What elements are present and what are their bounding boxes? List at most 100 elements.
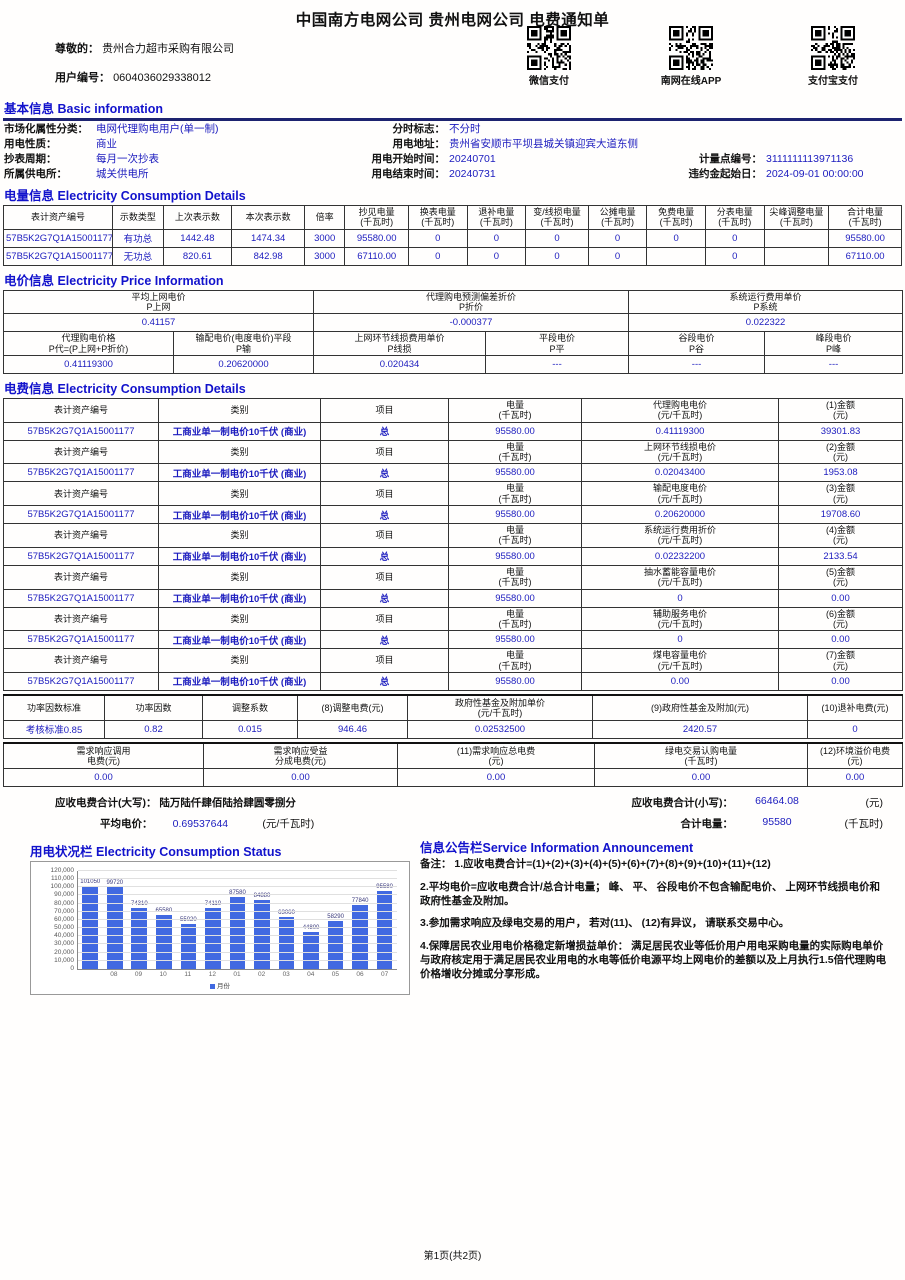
data-cell: 0.022322 (628, 313, 904, 333)
column-header: 需求响应受益 分成电费(元) (203, 742, 398, 769)
basic-info-field: 用电性质： 商业 (4, 138, 117, 150)
data-cell: 0.82 (104, 719, 203, 739)
data-cell: 考核标准0.85 (3, 719, 105, 739)
x-tick-label: 12 (208, 970, 216, 978)
customer-name: 贵州合力超市采购有限公司 (102, 43, 235, 55)
bar-slot: 99720 (103, 871, 128, 969)
y-tick-label: 10,000 (54, 956, 74, 964)
column-header: 项目 (320, 439, 449, 465)
meter-table: 表计资产编号 示数类型 上次表示数 本次表示数 倍率 抄见电量 (千瓦时) 换表电量 (千瓦时)… (2, 205, 902, 266)
data-cell: 0 (704, 228, 765, 248)
column-header: 项目 (320, 481, 449, 507)
column-header: 政府性基金及附加单价 (元/千瓦时) (407, 694, 593, 721)
data-cell: 3000 (303, 246, 346, 266)
column-header: 上网环节线损费用单价 P线损 (313, 331, 487, 357)
section-divider (3, 118, 902, 121)
avg-price-label: 平均电价： (100, 817, 156, 830)
bar-value-label: 63060 (278, 910, 295, 917)
bar (205, 908, 221, 969)
y-tick-label: 30,000 (54, 940, 74, 948)
x-tick-label: 05 (331, 970, 340, 978)
data-cell: --- (628, 355, 766, 375)
column-header: 绿电交易认购电量 (千瓦时) (594, 742, 808, 769)
x-tick-label (77, 971, 102, 978)
data-cell: 1474.34 (231, 228, 305, 248)
data-cell: 95580.00 (828, 228, 902, 248)
gridline (78, 902, 397, 904)
column-header: 峰段电价 P峰 (764, 331, 904, 357)
column-header: 抄见电量 (千瓦时) (344, 205, 409, 230)
data-cell: 0.00 (594, 767, 808, 787)
basic-info-field: 分时标志： 不分时 (392, 123, 481, 135)
column-header: 本次表示数 (231, 205, 305, 230)
column-header: 系统运行费用折价 (元/千瓦时) (581, 523, 779, 548)
avg-price-value: 0.69537644 (172, 817, 229, 830)
data-cell: 19708.60 (778, 505, 903, 525)
column-header: 尖峰调整电量 (千瓦时) (763, 205, 830, 230)
y-tick-label: 50,000 (54, 924, 74, 932)
column-header: 功率因数 (104, 694, 203, 721)
data-cell: 95580.00 (448, 546, 582, 566)
announcement-note: 2.平均电价=应收电费合计/总合计电量； 峰、 平、 谷段电价不包含输配电价、 … (420, 880, 880, 907)
chart-legend: 月份 (31, 980, 409, 990)
column-header: (3)金额 (元) (778, 481, 903, 507)
column-header: 公摊电量 (千瓦时) (587, 205, 648, 230)
data-cell: 1953.08 (778, 463, 903, 483)
data-cell: 57B5K2G7Q1A15001177 (3, 546, 159, 566)
column-header: (4)金额 (元) (778, 523, 903, 548)
x-tick-label: 03 (282, 970, 290, 978)
data-cell: 0 (587, 246, 648, 266)
basic-info-field: 违约金起始日： 2024-09-01 00:00:00 (688, 168, 864, 180)
data-cell: 0.41119300 (3, 355, 174, 375)
data-cell: 0 (466, 246, 527, 266)
column-header: 表计资产编号 (3, 606, 159, 632)
bar (131, 908, 148, 969)
y-tick-label: 60,000 (54, 915, 74, 923)
y-tick-label: 0 (70, 964, 74, 972)
data-cell: 0 (525, 246, 589, 266)
data-cell: 57B5K2G7Q1A15001177 (3, 505, 159, 525)
payment-method-label: 支付宝支付 (808, 76, 858, 87)
user-number: 0604036029338012 (113, 72, 211, 84)
data-cell: 0.00 (778, 588, 903, 608)
bar (376, 890, 393, 969)
column-header: 退补电量 (千瓦时) (466, 205, 527, 230)
data-cell: 95580.00 (344, 228, 409, 248)
column-header: 合计电量 (千瓦时) (828, 205, 902, 230)
user-no-label: 用户编号： (55, 72, 114, 84)
salutation-label: 尊敬的： (55, 43, 103, 55)
bar (278, 917, 295, 969)
data-cell: 总 (320, 421, 449, 441)
bar-value-label: 58290 (327, 914, 344, 921)
y-tick-label: 110,000 (50, 875, 74, 883)
column-header: 项目 (320, 564, 449, 590)
fee-header-row: 表计资产编号 类别 项目 电量 (千瓦时) 辅助服务电价 (元/千瓦时) (6)金额 (元) (3, 606, 903, 632)
data-cell: 57B5K2G7Q1A15001177 (3, 421, 159, 441)
data-cell: 67110.00 (344, 246, 409, 266)
column-header: 上网环节线损电价 (元/千瓦时) (581, 439, 779, 465)
column-header: 电量 (千瓦时) (448, 481, 582, 507)
gridline (78, 935, 397, 937)
data-cell: 总 (320, 671, 449, 691)
data-cell: 0.00 (203, 767, 398, 787)
column-header: (2)金额 (元) (778, 439, 903, 465)
data-cell: 0.00 (778, 671, 903, 691)
data-cell: 总 (320, 630, 449, 650)
fee-header-row: 表计资产编号 类别 项目 电量 (千瓦时) 系统运行费用折价 (元/千瓦时) (4)金额 (元) (3, 523, 903, 548)
gridline (78, 943, 397, 945)
basic-info-grid: 市场化属性分类： 电网代理购电用户(单一制) 分时标志： 不分时 用电性质： 商业 用电地址… (4, 123, 905, 181)
announcement-column: 信息公告栏Service Information Announcement 备注… (420, 837, 905, 995)
column-header: (9)政府性基金及附加(元) (592, 694, 808, 721)
column-header: (5)金额 (元) (778, 564, 903, 590)
total-cn-label: 应收电费合计(大写)： (55, 796, 160, 809)
y-tick-label: 20,000 (54, 948, 74, 956)
column-header: 需求响应调用 电费(元) (3, 742, 204, 769)
bar (327, 921, 344, 969)
price-table: 平均上网电价 P上网 代理购电预测偏差折价 P折价 系统运行费用单价 P系统 0.41157… (2, 289, 904, 375)
x-tick-label: 06 (356, 970, 364, 978)
column-header: 类别 (158, 481, 321, 507)
data-cell: 95580.00 (448, 463, 582, 483)
data-cell: 0 (408, 228, 468, 248)
announcement-notes: 备注： 1.应收电费合计=(1)+(2)+(3)+(4)+(5)+(6)+(7)… (420, 858, 887, 982)
page-number: 第1页(共2页) (423, 1251, 482, 1262)
